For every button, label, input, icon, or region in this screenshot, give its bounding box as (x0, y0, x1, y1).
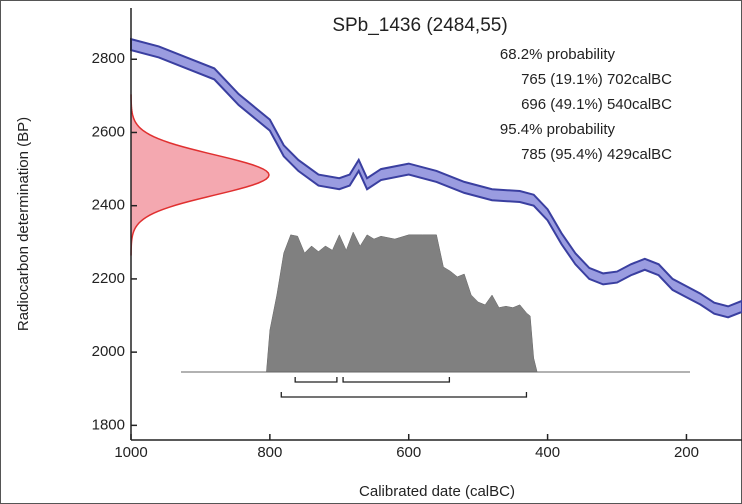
range-bracket (294, 377, 338, 383)
y-tick-label: 2000 (92, 343, 125, 360)
x-tick-label: 800 (257, 444, 282, 461)
posterior (266, 231, 538, 373)
range-text: 785 (95.4%) 429calBC (521, 146, 672, 163)
range-heading: 95.4% probability (500, 121, 616, 138)
x-tick-label: 1000 (114, 444, 147, 461)
x-axis-label: Calibrated date (calBC) (359, 483, 515, 500)
x-tick-label: 600 (396, 444, 421, 461)
y-axis-label: Radiocarbon determination (BP) (15, 117, 32, 331)
y-tick-label: 2800 (92, 50, 125, 67)
x-tick-label: 400 (535, 444, 560, 461)
x-tick-label: 200 (674, 444, 699, 461)
range-text: 765 (19.1%) 702calBC (521, 71, 672, 88)
y-tick-label: 2400 (92, 197, 125, 214)
chart-title: SPb_1436 (2484,55) (332, 15, 507, 36)
measurement-outline (130, 94, 270, 256)
calibration-band (130, 37, 742, 319)
range-bracket (342, 377, 451, 383)
measurement-distribution (131, 94, 269, 256)
y-tick-label: 2200 (92, 270, 125, 287)
y-tick-label: 2600 (92, 123, 125, 140)
range-bracket (280, 392, 528, 398)
y-tick-label: 1800 (92, 416, 125, 433)
range-heading: 68.2% probability (500, 46, 616, 63)
range-text: 696 (49.1%) 540calBC (521, 96, 672, 113)
